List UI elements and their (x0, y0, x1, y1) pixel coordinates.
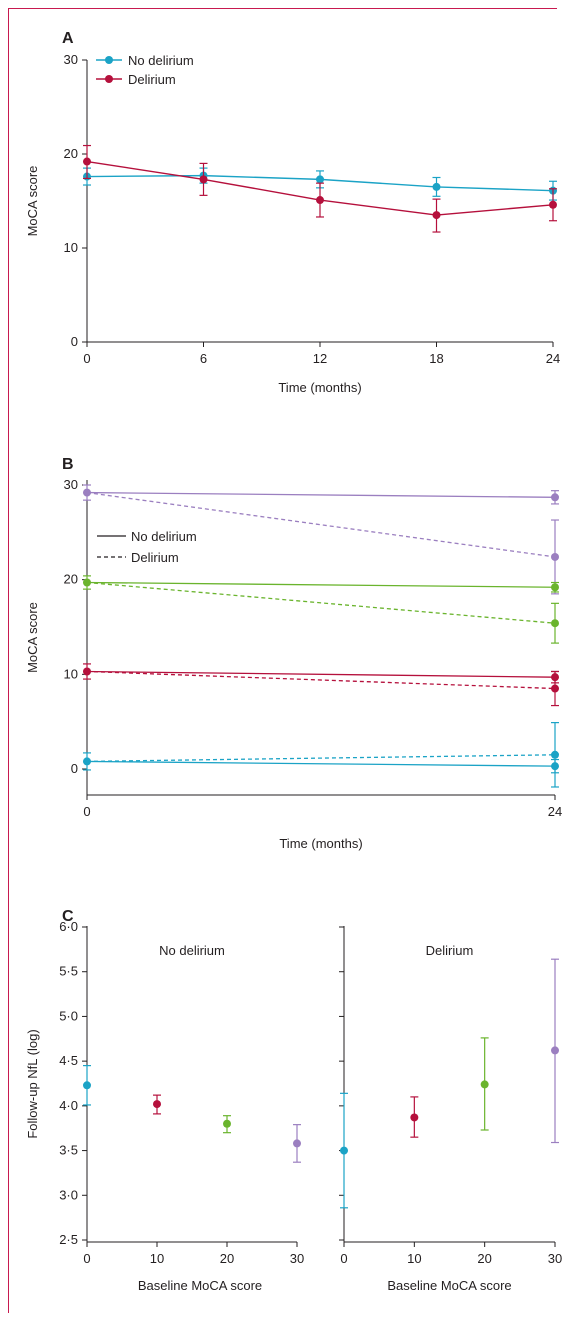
panel-b-series-line (86, 581, 556, 624)
panel-a-data-point (432, 211, 441, 220)
panel-c-data-point (223, 1119, 231, 1128)
panel-a-x-tick-label: 12 (313, 351, 327, 366)
panel-a-y-tick-label: 30 (64, 52, 78, 67)
panel-c-y-tick-label: 4·5 (59, 1053, 78, 1068)
panel-b-data-point (551, 750, 559, 759)
panel-a-legend-label: No delirium (128, 53, 194, 68)
panel-c-y-tick-label: 5·5 (59, 964, 78, 979)
panel-b-series-line (86, 581, 556, 588)
panel-a-data-point (199, 175, 208, 184)
panel-a-legend-label: Delirium (128, 72, 176, 87)
panel-b-data-point (83, 578, 91, 587)
panel-a-y-axis-label: MoCA score (25, 166, 40, 237)
panel-b-y-tick-label: 30 (64, 477, 78, 492)
panel-b-series-line (86, 754, 556, 763)
panel-b-series-line (86, 670, 556, 678)
panel-a-legend-swatch-dot (105, 56, 113, 64)
panel-c-x-tick-label: 30 (548, 1251, 562, 1266)
panel-c-y-tick-label: 6·0 (59, 919, 78, 934)
panel-a-data-point (83, 157, 91, 166)
panel-c-y-tick-label: 3·5 (59, 1143, 78, 1158)
panel-b-data-point (551, 684, 559, 693)
panel-c-data-point (293, 1139, 301, 1148)
panel-a-legend-swatch-dot (105, 75, 113, 83)
panel-a-y-tick-label: 20 (64, 146, 78, 161)
panel-b-label: B (62, 456, 74, 473)
panel-b-y-tick-label: 0 (71, 761, 78, 776)
panel-b-x-tick-label: 24 (548, 804, 562, 819)
panel-c-data-point (340, 1146, 348, 1155)
panel-a-data-point (549, 200, 557, 209)
panel-c-y-axis-label: Follow-up NfL (log) (25, 1029, 40, 1138)
panel-b-data-point (83, 667, 91, 676)
panel-c-y-tick-label: 5·0 (59, 1008, 78, 1023)
panel-b-y-axis-label: MoCA score (25, 602, 40, 673)
panel-b-data-point (551, 552, 559, 561)
panel-c-subplot-title: Delirium (426, 943, 474, 958)
panel-b-y-tick-label: 10 (64, 666, 78, 681)
panel-a-data-point (432, 182, 441, 191)
panel-c-label: C (62, 908, 74, 925)
panel-c-x-tick-label: 20 (477, 1251, 491, 1266)
panel-b-series-line (86, 491, 556, 498)
panel-a-series-line-segment (203, 178, 321, 201)
panel-c-y-tick-label: 3·0 (59, 1187, 78, 1202)
panel-a-series-line-segment (203, 174, 321, 181)
panel-a-y-tick-label: 10 (64, 240, 78, 255)
panel-a-x-tick-label: 18 (429, 351, 443, 366)
panel-a-x-tick-label: 6 (200, 351, 207, 366)
panel-b-series-line (86, 670, 556, 690)
figure-frame (8, 8, 557, 1313)
panel-b-legend-label: No delirium (131, 529, 197, 544)
panel-b-series-line (86, 760, 556, 767)
panel-a-data-point (316, 196, 324, 205)
panel-a-series-line-segment (436, 204, 554, 216)
panel-c-data-point (410, 1113, 419, 1122)
panel-b-data-point (551, 583, 559, 592)
panel-c-data-point (551, 1046, 559, 1055)
panel-a-x-axis-label: Time (months) (278, 380, 361, 395)
panel-b-x-tick-label: 0 (83, 804, 90, 819)
panel-b-data-point (551, 493, 559, 502)
panel-a-data-point (316, 175, 324, 184)
panel-a-x-tick-label: 24 (546, 351, 560, 366)
panel-b-x-axis-label: Time (months) (279, 836, 362, 851)
panel-b-data-point (551, 619, 559, 628)
panel-a-label: A (62, 30, 74, 47)
panel-c-x-tick-label: 0 (340, 1251, 347, 1266)
panel-c-y-tick-label: 4·0 (59, 1098, 78, 1113)
panel-c-data-point (83, 1081, 91, 1090)
panel-b-data-point (83, 488, 91, 497)
panel-c-x-tick-label: 10 (150, 1251, 164, 1266)
panel-c-subplot-title: No delirium (159, 943, 225, 958)
panel-c-x-tick-label: 30 (290, 1251, 304, 1266)
panel-c-y-tick-label: 2·5 (59, 1232, 78, 1247)
panel-b-legend-label: Delirium (131, 550, 179, 565)
panel-c-x-axis-label: Baseline MoCA score (387, 1278, 511, 1293)
panel-b-series-line (86, 491, 556, 558)
panel-a-series-line-segment (319, 178, 437, 188)
panel-c-data-point (480, 1080, 489, 1089)
panel-b-data-point (83, 757, 91, 766)
panel-b-y-tick-label: 20 (64, 572, 78, 587)
panel-c-x-tick-label: 10 (407, 1251, 421, 1266)
panel-c-x-tick-label: 0 (83, 1251, 90, 1266)
panel-a-series-line-segment (319, 199, 437, 216)
panel-c-x-tick-label: 20 (220, 1251, 234, 1266)
panel-a-y-tick-label: 0 (71, 334, 78, 349)
panel-c-x-axis-label: Baseline MoCA score (138, 1278, 262, 1293)
panel-a-series-line-segment (86, 160, 204, 181)
panel-a-x-tick-label: 0 (83, 351, 90, 366)
panel-c-data-point (153, 1100, 161, 1109)
panel-a-series-line-segment (436, 186, 554, 192)
